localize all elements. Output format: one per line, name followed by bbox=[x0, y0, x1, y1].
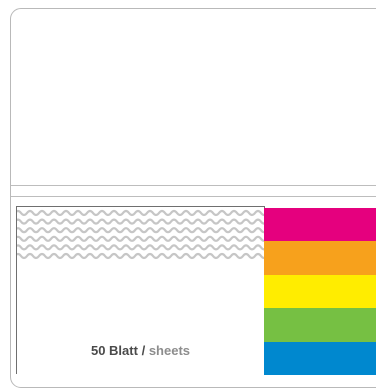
sheet-count-label: 50 Blatt / sheets bbox=[17, 343, 264, 358]
label-separator: / bbox=[141, 343, 146, 358]
wave-row bbox=[17, 235, 264, 242]
strip-orange bbox=[264, 241, 376, 275]
strip-green bbox=[264, 308, 376, 342]
fold-line-bottom bbox=[11, 196, 376, 197]
strip-blue bbox=[264, 341, 376, 375]
wave-row bbox=[17, 209, 264, 217]
fold-line-top bbox=[11, 185, 376, 186]
sheet-count-de: 50 Blatt bbox=[90, 343, 138, 358]
strip-yellow bbox=[264, 274, 376, 309]
sheet-count-en: sheets bbox=[148, 343, 191, 358]
wave-row bbox=[17, 227, 264, 234]
wave-row bbox=[17, 218, 264, 225]
wave-row bbox=[17, 252, 264, 260]
strip-magenta bbox=[264, 208, 376, 242]
wave-row bbox=[17, 244, 264, 251]
sticky-note-pad: 50 Blatt / sheets bbox=[16, 206, 265, 374]
wave-pattern bbox=[17, 209, 264, 260]
color-index-strips bbox=[264, 208, 376, 375]
